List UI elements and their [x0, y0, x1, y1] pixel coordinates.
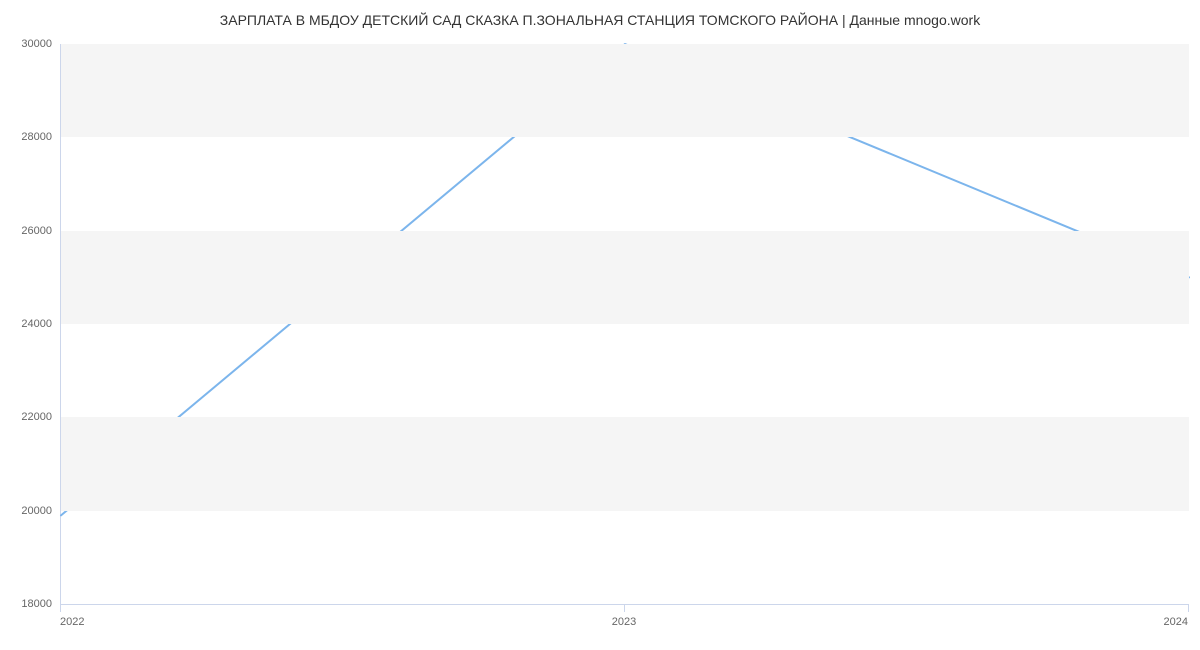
y-tick-label: 18000	[2, 598, 52, 610]
y-tick-label: 20000	[2, 505, 52, 517]
grid-band	[61, 511, 1189, 604]
y-tick-label: 28000	[2, 131, 52, 143]
y-tick-label: 24000	[2, 318, 52, 330]
x-tick	[624, 604, 625, 612]
y-tick-label: 22000	[2, 411, 52, 423]
x-tick-label: 2023	[612, 616, 636, 628]
grid-band	[61, 324, 1189, 417]
grid-band	[61, 417, 1189, 510]
x-tick-label: 2024	[1164, 616, 1188, 628]
x-tick	[1188, 604, 1189, 612]
grid-band	[61, 231, 1189, 324]
grid-band	[61, 44, 1189, 137]
x-tick-label: 2022	[60, 616, 84, 628]
plot-area	[60, 44, 1189, 605]
salary-line-chart: ЗАРПЛАТА В МБДОУ ДЕТСКИЙ САД СКАЗКА П.ЗО…	[0, 0, 1200, 650]
grid-band	[61, 137, 1189, 230]
chart-title: ЗАРПЛАТА В МБДОУ ДЕТСКИЙ САД СКАЗКА П.ЗО…	[0, 12, 1200, 28]
y-tick-label: 30000	[2, 38, 52, 50]
x-tick	[60, 604, 61, 612]
y-tick-label: 26000	[2, 225, 52, 237]
